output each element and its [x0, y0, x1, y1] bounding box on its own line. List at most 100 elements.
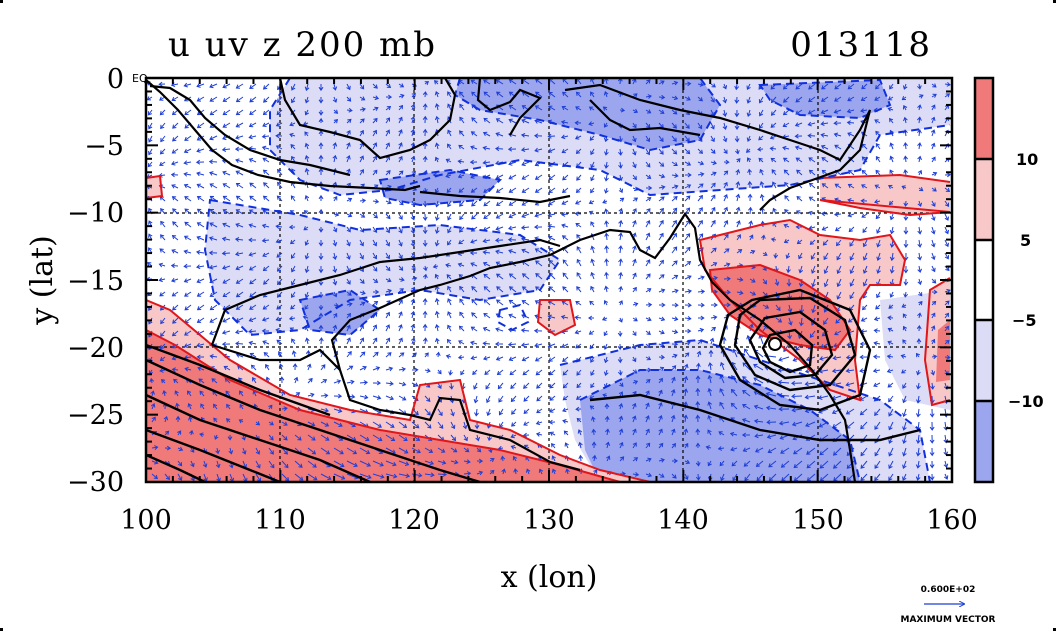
wind-vector-arrow [834, 330, 842, 336]
wind-vector-arrow [196, 249, 205, 255]
wind-vector-arrow [632, 219, 637, 228]
colorbar-segment [975, 159, 993, 240]
wind-vector-arrow [944, 252, 949, 260]
wind-vector-arrow [318, 208, 324, 215]
wind-vector-arrow [769, 146, 777, 151]
wind-vector-arrow [710, 171, 717, 176]
wind-vector-arrow [450, 447, 458, 453]
wind-vector-arrow [183, 249, 192, 255]
wind-vector-arrow [618, 232, 623, 241]
wind-vector-arrow [483, 355, 491, 361]
wind-vector-arrow [742, 389, 751, 397]
wind-vector-arrow [209, 135, 218, 141]
wind-vector-arrow [943, 447, 949, 456]
wind-vector-arrow [249, 96, 257, 103]
wind-vector-arrow [603, 122, 609, 128]
wind-vector-arrow [605, 428, 610, 436]
wind-vector-arrow [551, 468, 557, 475]
wind-vector-arrow [671, 316, 679, 322]
wind-vector-arrow [535, 286, 543, 293]
wind-vector-arrow [147, 109, 153, 116]
wind-vector-arrow [697, 122, 703, 130]
wind-vector-arrow [262, 122, 270, 127]
wind-vector-arrow [200, 403, 205, 410]
wind-vector-arrow [658, 377, 663, 384]
wind-vector-arrow [372, 421, 382, 428]
map-date: 013118 [790, 25, 932, 65]
wind-vector-arrow [507, 146, 517, 152]
wind-vector-arrow [235, 135, 244, 140]
wind-vector-arrow [874, 199, 881, 204]
wind-vector-arrow [520, 225, 530, 230]
wind-vector-arrow [809, 330, 816, 338]
wind-vector-arrow [604, 161, 609, 169]
wind-vector-arrow [804, 394, 816, 400]
wind-vector-arrow [729, 431, 738, 437]
colorbar-segment [975, 240, 993, 320]
wind-vector-arrow [902, 473, 907, 481]
wind-vector-arrow [645, 208, 651, 215]
wind-vector-arrow [576, 174, 582, 181]
wind-vector-arrow [618, 415, 624, 423]
wind-vector-arrow [211, 378, 218, 384]
wind-vector-arrow [658, 207, 664, 215]
wind-vector-arrow [632, 472, 640, 477]
wind-vector-arrow [222, 83, 231, 89]
wind-vector-arrow [495, 356, 504, 361]
wind-vector-arrow [833, 120, 842, 126]
wind-vector-arrow [495, 91, 504, 98]
wind-vector-arrow [836, 278, 842, 288]
wind-vector-arrow [918, 94, 924, 99]
wind-vector-arrow [320, 379, 328, 384]
wind-vector-arrow [521, 273, 530, 280]
wind-vector-arrow [646, 185, 653, 191]
wind-vector-arrow [671, 458, 679, 464]
wind-vector-arrow [671, 473, 677, 479]
wind-vector-arrow [249, 109, 257, 116]
wind-vector-arrow [276, 291, 283, 298]
wind-vector-arrow [944, 81, 951, 87]
wind-vector-arrow [447, 103, 452, 111]
wind-vector-arrow [495, 273, 504, 280]
wind-vector-arrow [459, 298, 465, 306]
wind-vector-arrow [498, 408, 504, 416]
wind-vector-arrow [262, 83, 270, 90]
wind-vector-arrow [574, 315, 582, 320]
wind-vector-arrow [359, 473, 372, 480]
wind-vector-arrow [184, 221, 192, 228]
wind-vector-arrow [346, 379, 355, 385]
wind-vector-arrow [917, 83, 922, 90]
wind-vector-arrow [823, 265, 829, 275]
wind-vector-arrow [359, 447, 371, 455]
wind-vector-arrow [705, 445, 712, 450]
wind-vector-arrow [187, 402, 192, 410]
wind-vector-arrow [209, 291, 218, 297]
wind-vector-arrow [434, 297, 440, 306]
wind-vector-arrow [521, 174, 530, 180]
wind-vector-arrow [434, 142, 440, 150]
wind-vector-arrow [576, 246, 582, 254]
wind-vector-arrow [175, 402, 180, 410]
wind-vector-arrow [398, 324, 403, 332]
wind-vector-arrow [372, 83, 378, 89]
wind-vector-arrow [618, 258, 623, 267]
wind-vector-arrow [929, 421, 935, 431]
wind-vector-arrow [874, 96, 881, 101]
wind-vector-arrow [483, 213, 491, 219]
wind-vector-arrow [770, 109, 777, 116]
wind-vector-arrow [508, 286, 517, 293]
wind-vector-arrow [684, 219, 691, 228]
wind-vector-arrow [658, 389, 663, 397]
wind-vector-arrow [770, 237, 777, 242]
wind-vector-arrow [755, 460, 764, 467]
wind-vector-arrow [445, 263, 452, 268]
wind-vector-arrow [707, 387, 713, 397]
wind-vector-arrow [575, 91, 582, 98]
wind-vector-arrow [860, 460, 868, 469]
wind-vector-arrow [683, 414, 689, 423]
wind-vector-arrow [521, 213, 530, 218]
wind-vector-arrow [695, 414, 701, 423]
wind-vector-arrow [604, 403, 610, 410]
wind-vector-arrow [261, 328, 270, 334]
wind-vector-arrow [697, 327, 705, 333]
